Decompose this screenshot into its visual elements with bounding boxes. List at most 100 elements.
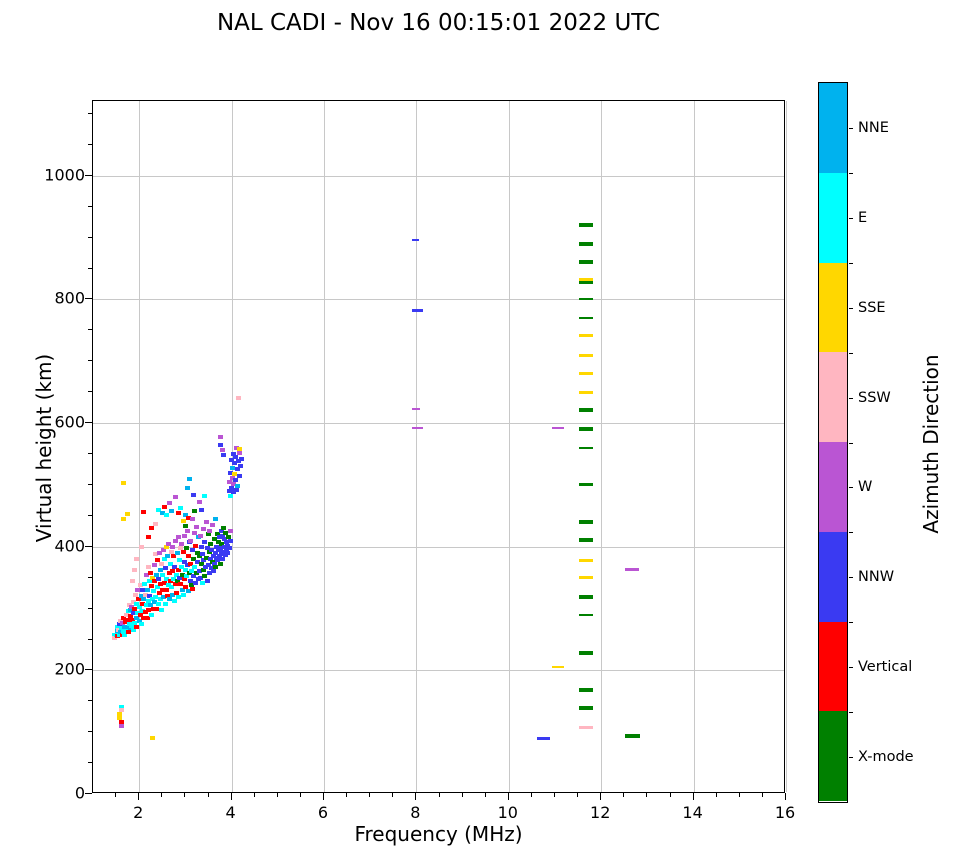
echo-point [212, 562, 217, 566]
echo-point [120, 516, 126, 521]
y-minor-tick [88, 113, 92, 114]
echo-dash [579, 260, 593, 265]
echo-point [172, 495, 178, 500]
echo-point [142, 581, 148, 586]
echo-dash [579, 372, 593, 376]
echo-point [120, 621, 126, 626]
echo-point [128, 608, 134, 613]
echo-point [117, 622, 123, 626]
echo-point [215, 558, 221, 563]
echo-point [180, 549, 186, 554]
echo-point [224, 539, 229, 544]
x-tick-label: 8 [410, 803, 421, 822]
x-tick-label: 2 [133, 803, 144, 822]
x-minor-tick [530, 793, 532, 797]
colorbar-segment-vertical [819, 621, 847, 712]
echo-point [143, 603, 149, 608]
echo-dash [579, 390, 593, 394]
echo-point [162, 504, 168, 509]
echo-point [192, 580, 198, 585]
echo-point [190, 557, 196, 562]
echo-point [172, 564, 178, 569]
echo-point [174, 591, 180, 596]
echo-point [185, 563, 191, 568]
echo-point [175, 535, 181, 540]
echo-point [227, 479, 233, 484]
echo-point [170, 544, 175, 549]
echo-point [195, 550, 201, 555]
echo-dash [579, 706, 593, 711]
echo-point [212, 550, 218, 555]
echo-point [221, 544, 227, 549]
x-minor-tick [669, 793, 671, 797]
echo-point [150, 575, 156, 580]
chart-title: NAL CADI - Nov 16 00:15:01 2022 UTC [216, 10, 661, 36]
echo-point [129, 605, 135, 610]
echo-point [119, 707, 125, 712]
colorbar-tick [849, 397, 853, 399]
echo-point [141, 597, 147, 602]
echo-point [193, 543, 199, 548]
colorbar-axis-label: Azimuth Direction [919, 354, 943, 534]
echo-point [132, 621, 138, 626]
x-minor-tick [646, 793, 648, 797]
echo-point [120, 630, 126, 634]
echo-point [153, 521, 159, 526]
echo-dash [411, 308, 423, 312]
echo-point [127, 626, 133, 631]
echo-point [162, 557, 168, 562]
echo-dash [579, 408, 593, 413]
echo-point [232, 455, 238, 460]
echo-point [141, 510, 147, 515]
echo-dash [579, 688, 593, 693]
echo-point [163, 566, 168, 571]
echo-point [208, 566, 214, 571]
x-tick [138, 793, 140, 800]
y-gridline [93, 175, 784, 177]
x-minor-tick [438, 793, 440, 797]
echo-point [234, 467, 240, 472]
echo-point [146, 607, 152, 612]
echo-point [230, 465, 235, 470]
echo-point [236, 459, 241, 464]
echo-point [188, 562, 193, 566]
echo-point [175, 578, 180, 583]
echo-point [167, 562, 173, 566]
y-axis-label: Virtual height (km) [32, 353, 56, 543]
x-tick [600, 793, 602, 800]
colorbar-boundary-tick [849, 532, 853, 534]
echo-dash [579, 277, 593, 281]
echo-dash [579, 576, 593, 580]
echo-point [144, 572, 150, 577]
echo-point [219, 448, 225, 453]
echo-point [117, 712, 123, 717]
echo-point [135, 597, 141, 602]
echo-point [174, 550, 180, 555]
echo-point [136, 605, 142, 610]
echo-point [209, 547, 215, 552]
y-gridline [93, 546, 784, 548]
echo-point [125, 609, 131, 613]
echo-point [223, 547, 229, 552]
echo-point [139, 622, 144, 626]
echo-point [139, 544, 144, 549]
x-gridline [601, 101, 603, 792]
echo-point [205, 546, 211, 550]
echo-dash [411, 427, 423, 429]
echo-point [187, 578, 193, 583]
echo-point [205, 532, 211, 537]
y-minor-tick [88, 205, 92, 207]
echo-point [182, 576, 187, 581]
echo-point [177, 575, 183, 580]
colorbar-label-x-mode: X-mode [858, 748, 914, 765]
echo-dash [579, 281, 593, 285]
echo-point [156, 591, 162, 596]
echo-point [198, 562, 204, 566]
echo-point [153, 606, 159, 611]
echo-dash [551, 666, 564, 669]
echo-point [213, 564, 219, 569]
echo-point [229, 475, 235, 480]
x-minor-tick [299, 793, 301, 797]
echo-point [222, 537, 228, 542]
echo-point [208, 541, 214, 546]
